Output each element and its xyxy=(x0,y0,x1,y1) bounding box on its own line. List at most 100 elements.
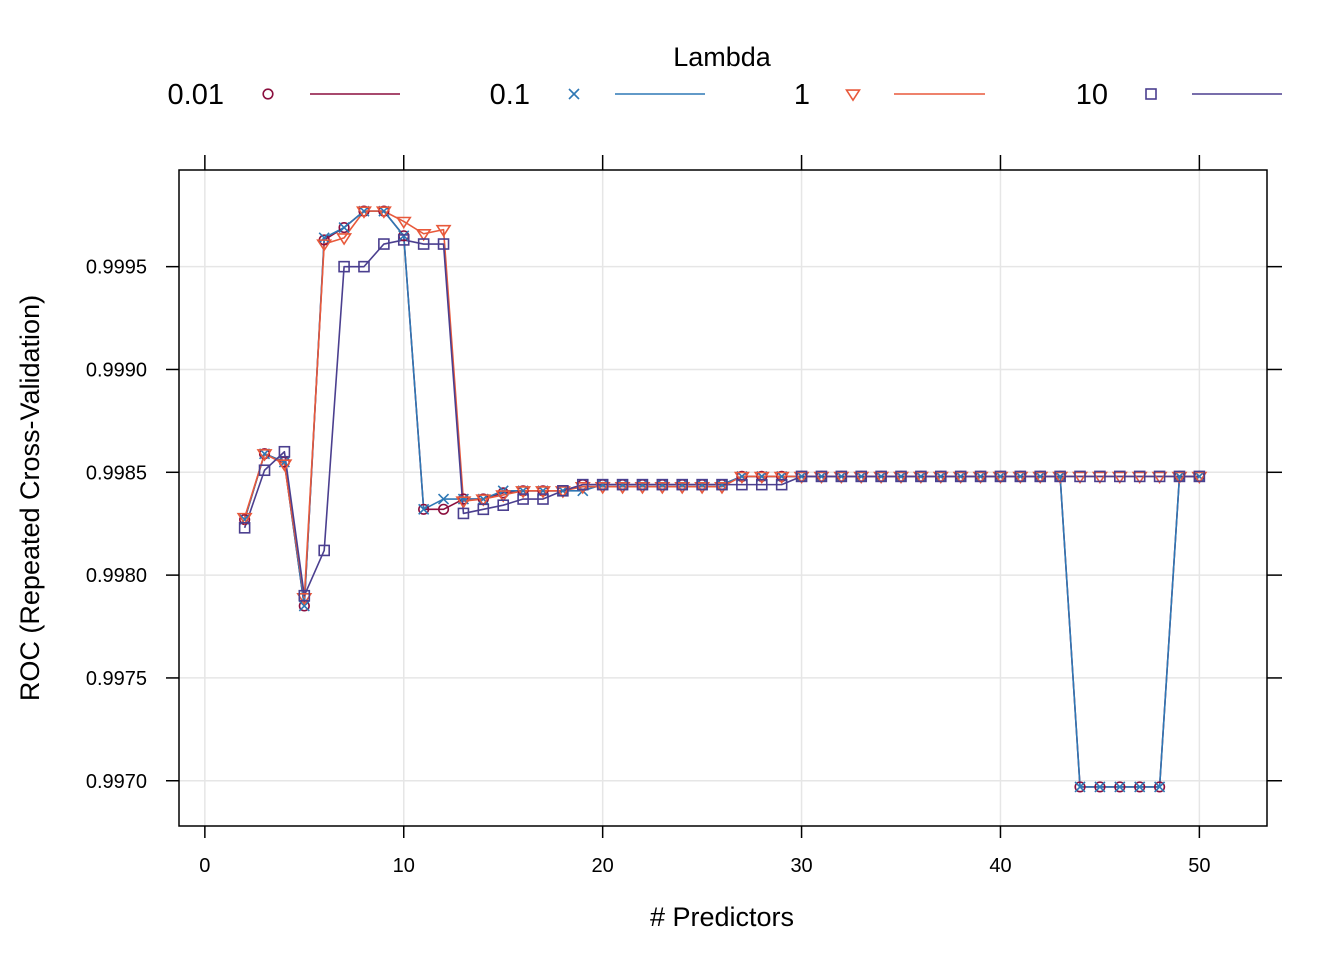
y-axis-title: ROC (Repeated Cross-Validation) xyxy=(15,295,45,701)
data-point-lambda-0_1 xyxy=(338,222,350,234)
data-point-lambda-1 xyxy=(495,490,512,503)
series-line-lambda-0_1 xyxy=(243,210,1200,788)
data-point-lambda-1 xyxy=(1032,471,1049,485)
data-point-lambda-10 xyxy=(974,470,987,483)
data-point-lambda-1 xyxy=(674,481,691,495)
data-point-lambda-1 xyxy=(574,481,591,495)
data-point-lambda-1 xyxy=(435,224,452,238)
data-point-lambda-1 xyxy=(793,471,810,485)
data-point-lambda-1 xyxy=(1151,471,1168,485)
data-point-lambda-1 xyxy=(475,494,492,507)
data-point-lambda-1 xyxy=(972,471,989,485)
data-point-lambda-1 xyxy=(614,481,631,495)
legend-item-lambda-0_01: 0.01 xyxy=(168,79,400,111)
data-point-lambda-10 xyxy=(338,260,350,273)
x-tick-label: 20 xyxy=(592,855,614,877)
legend-item-lambda-1: 1 xyxy=(794,79,985,111)
data-point-lambda-1 xyxy=(753,471,770,485)
series-markers xyxy=(236,205,1208,793)
data-point-lambda-1 xyxy=(912,471,929,485)
data-point-lambda-10 xyxy=(696,478,708,491)
legend-label: 1 xyxy=(794,79,810,111)
data-point-lambda-1 xyxy=(932,471,949,485)
data-point-lambda-1 xyxy=(515,486,532,499)
data-point-lambda-1 xyxy=(1191,471,1208,485)
legend-marker-triangle-down xyxy=(845,89,861,102)
data-point-lambda-10 xyxy=(676,478,689,491)
data-point-lambda-1 xyxy=(1171,471,1188,485)
data-point-lambda-0_01 xyxy=(1094,781,1106,793)
data-point-lambda-0_1 xyxy=(1154,781,1166,793)
x-tick-label: 50 xyxy=(1188,855,1210,877)
data-point-lambda-10 xyxy=(616,478,629,491)
y-tick-label: 0.9970 xyxy=(86,771,147,793)
data-point-lambda-1 xyxy=(893,471,909,485)
data-point-lambda-0_1 xyxy=(418,503,430,515)
x-tick-label: 30 xyxy=(790,855,812,877)
data-point-lambda-1 xyxy=(256,449,273,462)
data-point-lambda-1 xyxy=(276,459,293,472)
data-point-lambda-10 xyxy=(397,234,410,246)
data-point-lambda-10 xyxy=(278,445,291,458)
data-point-lambda-10 xyxy=(1114,470,1126,483)
data-point-lambda-10 xyxy=(994,470,1007,483)
data-point-lambda-1 xyxy=(554,486,571,499)
data-point-lambda-0_1 xyxy=(1114,781,1126,793)
data-point-lambda-1 xyxy=(1131,471,1148,485)
data-point-lambda-10 xyxy=(934,470,947,483)
y-tick-label: 0.9985 xyxy=(86,462,147,484)
data-point-lambda-10 xyxy=(1034,470,1047,483)
data-point-lambda-1 xyxy=(952,471,969,485)
data-point-lambda-10 xyxy=(795,470,808,483)
data-point-lambda-1 xyxy=(1091,471,1108,485)
data-point-lambda-10 xyxy=(537,493,549,505)
data-point-lambda-10 xyxy=(815,470,828,483)
data-point-lambda-10 xyxy=(1014,470,1027,483)
data-point-lambda-10 xyxy=(497,499,510,511)
data-point-lambda-10 xyxy=(517,493,529,505)
data-point-lambda-10 xyxy=(477,503,490,516)
data-point-lambda-0_01 xyxy=(1074,781,1086,793)
data-point-lambda-1 xyxy=(773,471,790,485)
plot-frame xyxy=(178,169,1268,827)
series-line-lambda-0_01 xyxy=(243,210,1200,788)
legend-title: Lambda xyxy=(673,42,772,72)
legend-label: 10 xyxy=(1076,79,1108,111)
series-line-lambda-1 xyxy=(243,210,1200,599)
data-point-lambda-10 xyxy=(1094,470,1106,483)
data-point-lambda-10 xyxy=(596,478,609,491)
data-point-lambda-0_1 xyxy=(298,600,310,612)
data-point-lambda-10 xyxy=(298,589,311,602)
data-point-lambda-1 xyxy=(336,233,353,246)
data-point-lambda-10 xyxy=(1153,470,1166,483)
legend-marker-circle xyxy=(262,88,274,100)
data-point-lambda-10 xyxy=(755,478,768,491)
data-point-lambda-0_1 xyxy=(1134,781,1146,793)
data-point-lambda-0_01 xyxy=(1134,781,1146,793)
data-point-lambda-1 xyxy=(1111,471,1128,485)
data-point-lambda-1 xyxy=(833,471,850,485)
legend: Lambda 0.01 0.1 1 10 xyxy=(168,42,1282,111)
data-point-lambda-1 xyxy=(455,496,472,509)
series-line-lambda-10 xyxy=(243,239,1200,597)
legend-marker-x xyxy=(568,88,580,100)
data-point-lambda-1 xyxy=(356,206,372,219)
data-point-lambda-1 xyxy=(236,512,253,526)
data-point-lambda-10 xyxy=(358,260,370,273)
data-point-lambda-10 xyxy=(855,470,868,483)
data-point-lambda-10 xyxy=(716,478,728,491)
data-point-lambda-1 xyxy=(873,471,890,485)
data-point-lambda-0_1 xyxy=(1074,781,1086,793)
series-lines xyxy=(243,210,1200,788)
data-point-lambda-10 xyxy=(318,544,330,557)
y-tick-label: 0.9990 xyxy=(86,359,147,381)
data-point-lambda-10 xyxy=(1133,470,1146,483)
data-point-lambda-0_1 xyxy=(437,493,450,505)
data-point-lambda-10 xyxy=(1173,470,1186,483)
data-point-lambda-10 xyxy=(954,470,967,483)
data-point-lambda-10 xyxy=(636,478,649,491)
axes: 0 10 20 30 40 50 0.9970 0.9975 0.9980 0.9985 0.999… xyxy=(86,155,1282,877)
grid xyxy=(179,170,1267,826)
data-point-lambda-10 xyxy=(835,470,848,483)
